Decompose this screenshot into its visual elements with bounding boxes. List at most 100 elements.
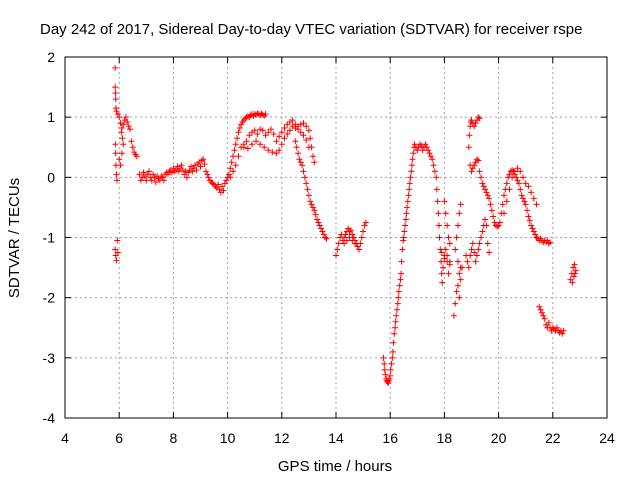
data-point — [117, 120, 124, 127]
data-point — [297, 159, 304, 166]
data-point — [522, 201, 529, 208]
data-point — [124, 118, 131, 125]
data-point — [343, 237, 350, 244]
data-point — [234, 135, 241, 142]
data-point — [281, 124, 288, 131]
data-point — [267, 126, 274, 133]
data-point — [423, 144, 430, 151]
data-point — [303, 180, 310, 187]
data-point — [480, 183, 487, 190]
data-point — [484, 240, 491, 247]
data-point — [362, 219, 369, 226]
data-point — [246, 132, 253, 139]
data-point — [407, 174, 414, 181]
data-point — [430, 162, 437, 169]
data-point — [400, 234, 407, 241]
data-point — [151, 174, 158, 181]
data-point — [395, 294, 402, 301]
data-point — [216, 186, 223, 193]
data-point — [509, 174, 516, 181]
data-point — [387, 366, 394, 373]
data-point — [381, 366, 388, 373]
data-point — [475, 157, 482, 164]
data-point — [442, 210, 449, 217]
data-point — [514, 177, 521, 184]
data-point — [476, 240, 483, 247]
data-point — [227, 165, 234, 172]
data-point — [540, 312, 547, 319]
data-point — [262, 132, 269, 139]
data-point — [518, 192, 525, 199]
data-point — [427, 153, 434, 160]
data-point — [437, 246, 444, 253]
data-point — [118, 129, 125, 136]
data-point — [204, 171, 211, 178]
data-point — [435, 222, 442, 229]
data-point — [441, 198, 448, 205]
data-point — [456, 210, 463, 217]
data-point — [112, 96, 119, 103]
data-point — [471, 123, 478, 130]
data-point — [120, 141, 127, 148]
data-point — [454, 258, 461, 265]
data-point — [479, 228, 486, 235]
data-point — [526, 217, 533, 224]
data-point — [179, 167, 186, 174]
data-point — [475, 246, 482, 253]
data-point — [346, 228, 353, 235]
data-point — [139, 174, 146, 181]
data-point — [265, 129, 272, 136]
data-point — [484, 192, 491, 199]
data-point — [125, 123, 132, 130]
x-tick-label: 12 — [274, 430, 290, 446]
data-point — [311, 207, 318, 214]
data-point — [532, 231, 539, 238]
data-point — [301, 174, 308, 181]
data-point — [169, 169, 176, 176]
data-point — [255, 111, 262, 118]
data-point — [541, 315, 548, 322]
x-tick-label: 6 — [115, 430, 123, 446]
data-point — [506, 186, 513, 193]
data-point — [128, 138, 135, 145]
data-point — [472, 258, 479, 265]
x-tick-label: 4 — [61, 430, 69, 446]
data-point — [112, 64, 119, 71]
data-point — [472, 120, 479, 127]
data-point — [129, 144, 136, 151]
data-point — [136, 171, 143, 178]
x-tick-label: 18 — [437, 430, 453, 446]
data-point — [300, 168, 307, 175]
data-point — [394, 300, 401, 307]
y-tick-label: -1 — [43, 230, 56, 246]
data-point — [257, 141, 264, 148]
data-point — [304, 186, 311, 193]
data-point — [120, 121, 127, 128]
data-point — [393, 312, 400, 319]
data-point — [251, 127, 258, 134]
data-point — [452, 246, 459, 253]
data-point — [567, 276, 574, 283]
data-point — [506, 171, 513, 178]
data-point — [113, 108, 120, 115]
data-point — [307, 198, 314, 205]
x-tick-label: 22 — [545, 430, 561, 446]
data-point — [342, 231, 349, 238]
data-point — [356, 246, 363, 253]
data-point — [487, 201, 494, 208]
data-point — [309, 153, 316, 160]
data-point — [444, 252, 451, 259]
data-point — [119, 135, 126, 142]
data-point — [464, 258, 471, 265]
x-tick-label: 10 — [220, 430, 236, 446]
data-point — [314, 216, 321, 223]
data-point — [486, 249, 493, 256]
data-point — [227, 174, 234, 181]
data-point — [112, 105, 119, 112]
data-point — [537, 306, 544, 313]
data-point — [254, 131, 261, 138]
data-point — [476, 115, 483, 122]
y-tick-label: 1 — [47, 109, 55, 125]
data-point — [318, 225, 325, 232]
data-point — [468, 117, 475, 124]
